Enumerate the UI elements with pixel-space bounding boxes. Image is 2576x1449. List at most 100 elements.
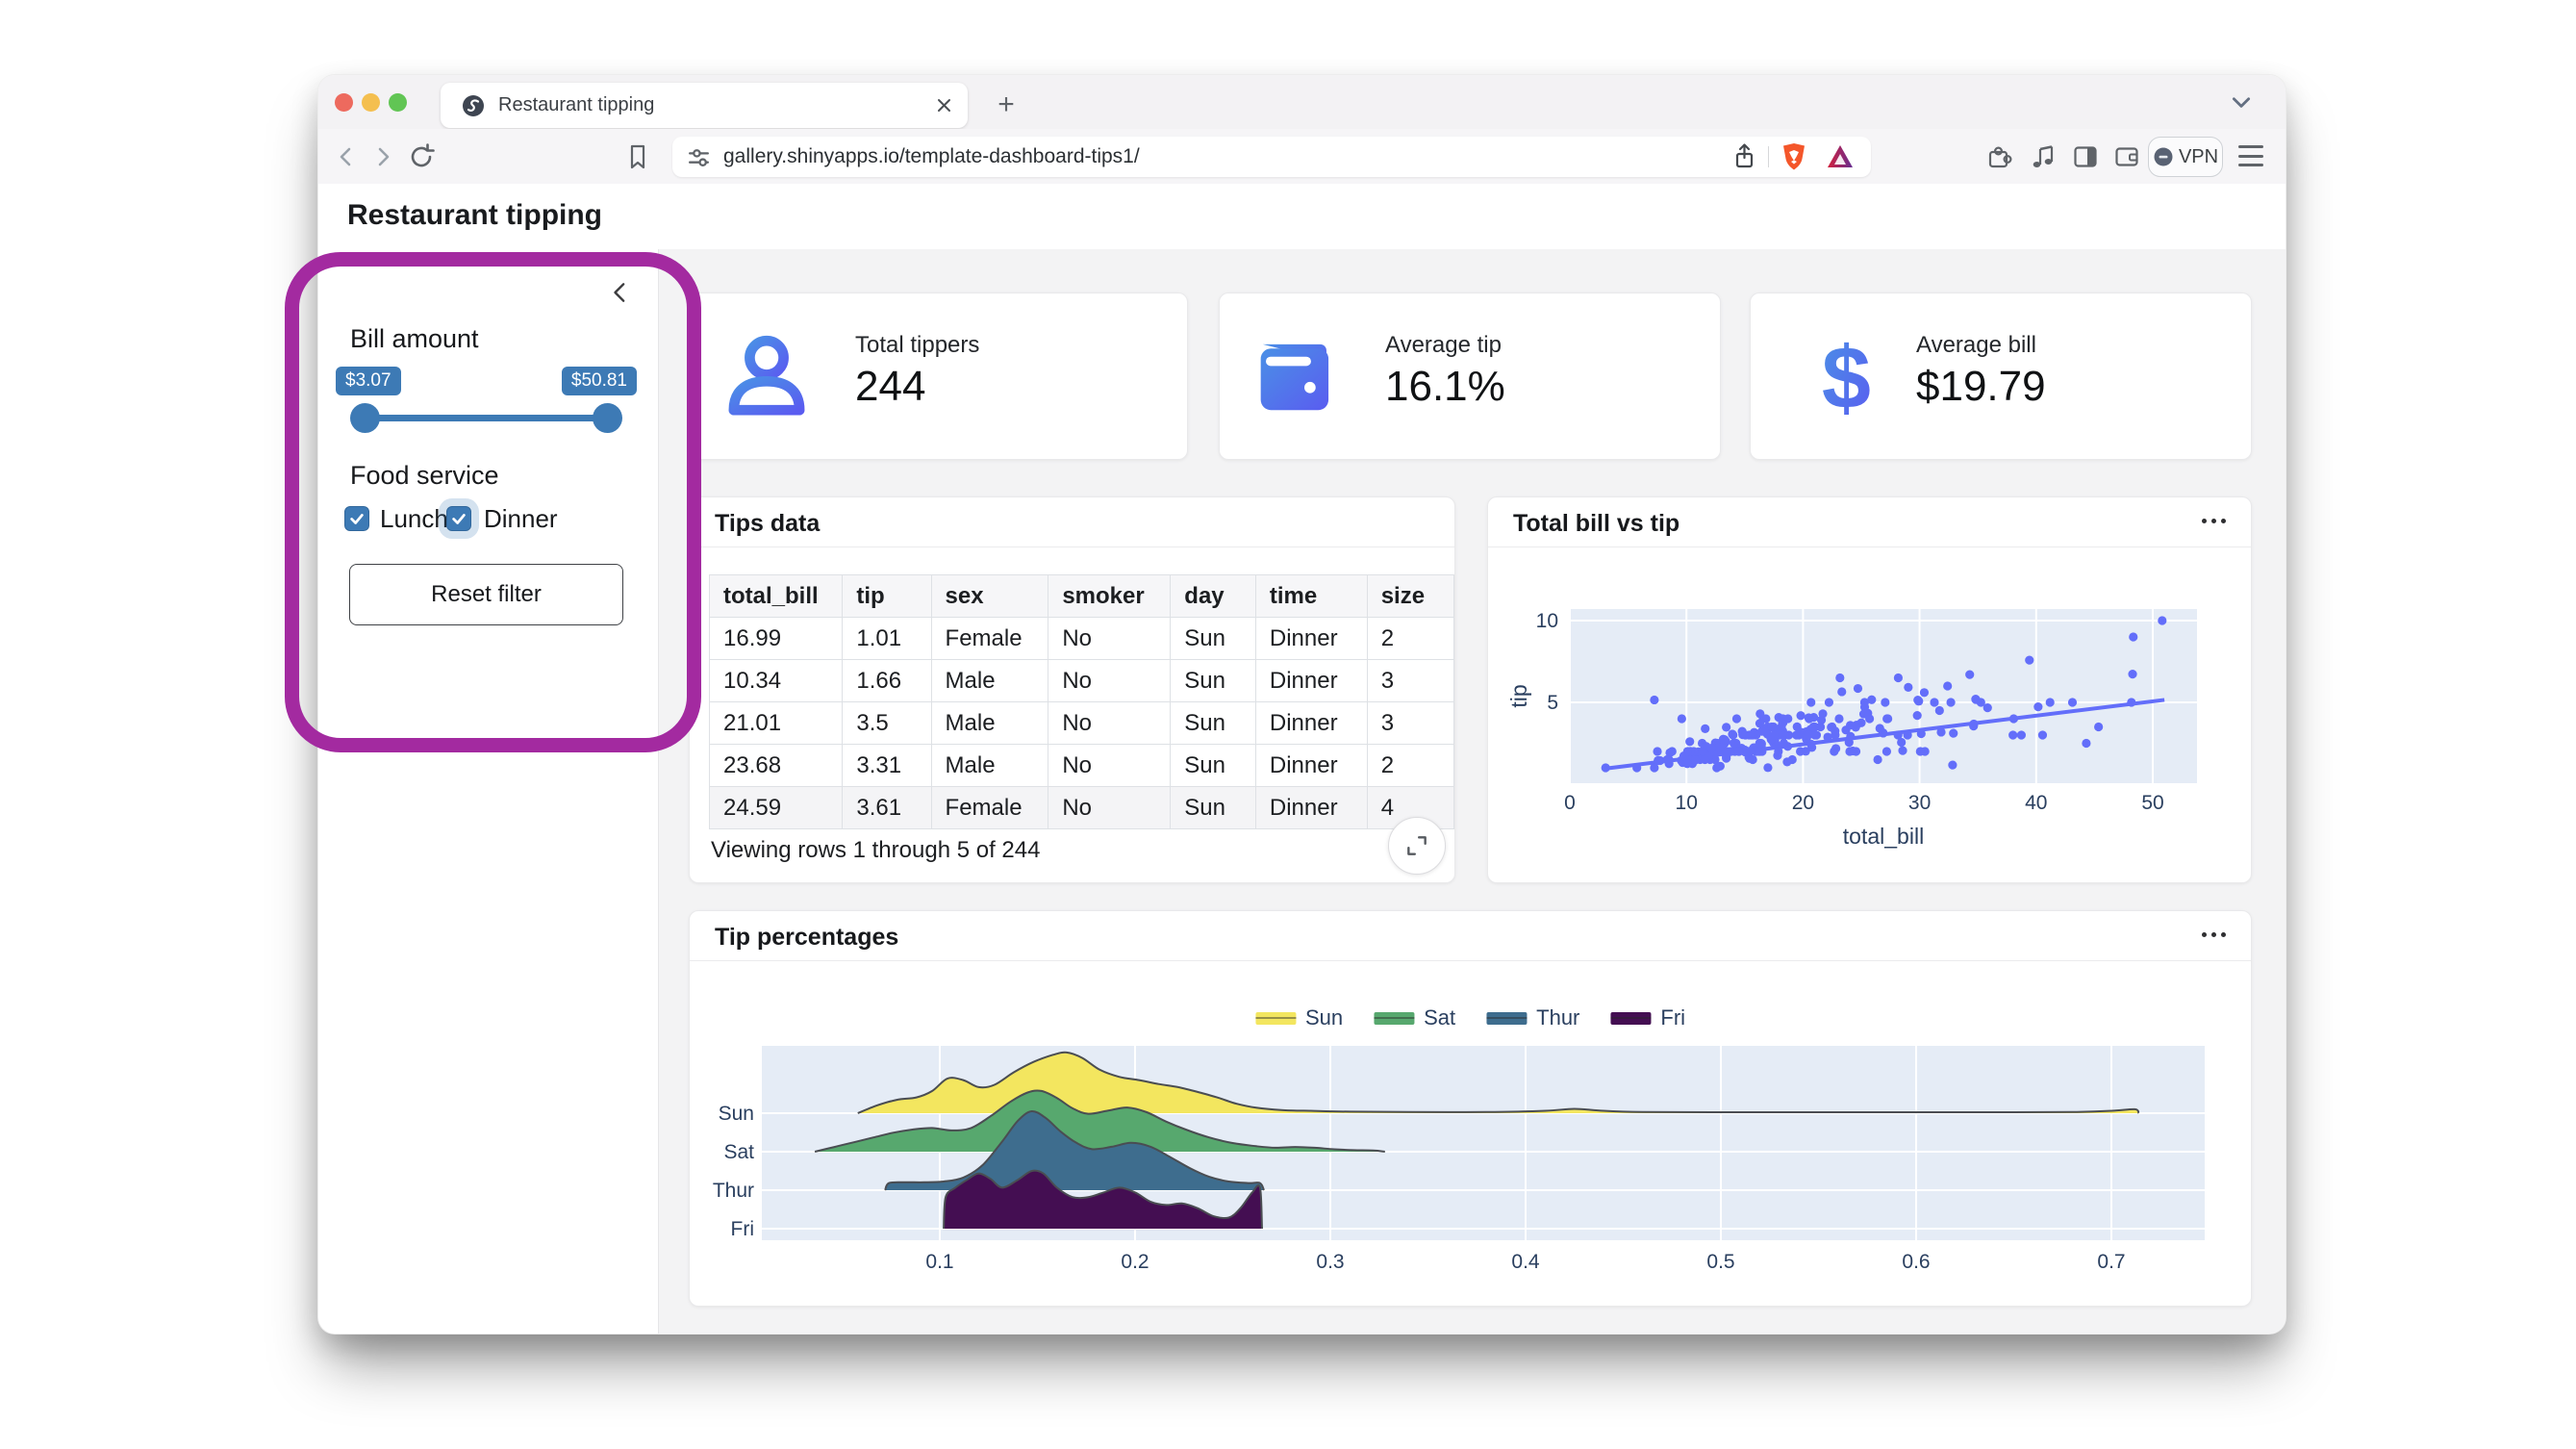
table-cell: No [1048, 617, 1172, 660]
value-box-average-tip: Average tip 16.1% [1219, 292, 1721, 460]
table-cell: Female [930, 786, 1049, 829]
value-box-value: $19.79 [1916, 363, 2046, 410]
sidebar-panel-icon[interactable] [2069, 140, 2102, 173]
svg-text:10: 10 [1536, 610, 1558, 632]
svg-text:$: $ [1822, 330, 1871, 422]
legend-label: Sat [1424, 1005, 1456, 1030]
back-button[interactable] [330, 140, 363, 173]
tab-close-icon[interactable] [929, 91, 958, 120]
chart-legend: Sun Sat Thur Fri [1254, 1005, 1685, 1030]
column-header[interactable]: total_bill [708, 574, 844, 618]
slider-handle-max[interactable] [593, 403, 622, 433]
browser-tab[interactable]: Restaurant tipping [441, 83, 968, 128]
forward-button[interactable] [366, 140, 399, 173]
expand-button[interactable] [1388, 817, 1446, 875]
legend-item[interactable]: Sat [1374, 1005, 1455, 1030]
close-window-button[interactable] [335, 93, 353, 112]
url-bar[interactable]: gallery.shinyapps.io/template-dashboard-… [672, 137, 1871, 177]
svg-text:0.3: 0.3 [1316, 1251, 1344, 1273]
table-cell: Male [930, 744, 1049, 787]
reload-button[interactable] [405, 140, 438, 173]
svg-text:0.7: 0.7 [2097, 1251, 2125, 1273]
wallet-panel-icon[interactable] [2110, 140, 2143, 173]
table-row[interactable]: 24.59 3.61 Female No Sun Dinner 4 [708, 786, 1455, 829]
value-box-value: 244 [855, 363, 926, 410]
value-box-title: Total tippers [855, 332, 980, 358]
table-cell: Dinner [1254, 786, 1368, 829]
dinner-checkbox[interactable] [446, 506, 471, 531]
extensions-puzzle-icon[interactable] [1983, 140, 2015, 173]
media-music-icon[interactable] [2026, 140, 2058, 173]
table-cell: No [1048, 786, 1172, 829]
vpn-status-icon [2154, 147, 2173, 166]
check-icon [452, 514, 466, 524]
wallet-icon [1260, 343, 1329, 411]
new-tab-button[interactable]: + [998, 89, 1015, 120]
legend-label: Thur [1536, 1005, 1580, 1030]
person-icon [728, 335, 805, 416]
menu-hamburger-icon[interactable] [2238, 145, 2263, 166]
bill-amount-slider[interactable] [350, 403, 622, 433]
legend-item[interactable]: Sun [1254, 1005, 1343, 1030]
table-row[interactable]: 16.99 1.01 Female No Sun Dinner 2 [708, 617, 1455, 660]
scatter-plot[interactable]: 0 10 20 30 40 50 5 10 total_bill tip [1488, 497, 2251, 882]
table-row[interactable]: 23.68 3.31 Male No Sun Dinner 2 [708, 744, 1455, 787]
column-header[interactable]: sex [930, 574, 1049, 618]
card-menu-dots-icon[interactable] [2202, 519, 2226, 523]
vpn-button[interactable]: VPN [2148, 137, 2223, 177]
legend-label: Fri [1660, 1005, 1686, 1030]
card-menu-dots-icon[interactable] [2202, 932, 2226, 937]
tab-title: Restaurant tipping [498, 94, 655, 115]
app-header: Restaurant tipping [318, 184, 2286, 250]
column-header[interactable]: smoker [1048, 574, 1172, 618]
brave-shield-icon[interactable] [1779, 140, 1809, 173]
app-content: Bill amount $3.07 $50.81 Food service Lu… [318, 249, 2286, 1334]
legend-item[interactable]: Thur [1486, 1005, 1579, 1030]
bookmark-icon[interactable] [621, 140, 654, 173]
svg-text:Fri: Fri [731, 1218, 755, 1240]
table-footer: Viewing rows 1 through 5 of 244 [711, 837, 1041, 863]
table-cell: 21.01 [708, 701, 844, 745]
dinner-checkbox-label[interactable]: Dinner [484, 504, 558, 533]
table-cell: 4 [1366, 786, 1455, 829]
tab-search-chevron-icon[interactable] [2230, 90, 2253, 114]
share-icon[interactable] [1730, 141, 1758, 172]
dollar-icon: $ [1822, 330, 1871, 422]
svg-text:tip: tip [1506, 684, 1531, 707]
column-header[interactable]: time [1254, 574, 1368, 618]
card-title: Tip percentages [715, 924, 899, 951]
divider [1768, 146, 1769, 167]
table-row[interactable]: 10.34 1.66 Male No Sun Dinner 3 [708, 659, 1455, 702]
table-cell: 3.5 [842, 701, 932, 745]
svg-text:0.4: 0.4 [1511, 1251, 1540, 1273]
column-header[interactable]: tip [842, 574, 932, 618]
slider-min-badge: $3.07 [336, 367, 401, 395]
svg-text:Sun: Sun [719, 1103, 754, 1125]
reset-filter-button[interactable]: Reset filter [349, 564, 623, 625]
svg-text:Sat: Sat [723, 1141, 754, 1163]
svg-text:0.2: 0.2 [1121, 1251, 1149, 1273]
svg-text:0.6: 0.6 [1902, 1251, 1930, 1273]
tips-table: total_bill tip sex smoker day time size 16.99 1… [708, 574, 1455, 829]
column-header[interactable]: size [1366, 574, 1455, 618]
table-row[interactable]: 21.01 3.5 Male No Sun Dinner 3 [708, 701, 1455, 745]
table-cell: 1.66 [842, 659, 932, 702]
minimize-window-button[interactable] [362, 93, 380, 112]
site-settings-icon[interactable] [686, 144, 712, 170]
tips-data-card: Tips data total_bill tip sex smoker day time s… [689, 496, 1455, 883]
column-header[interactable]: day [1170, 574, 1256, 618]
table-cell: Dinner [1254, 617, 1368, 660]
table-cell: Male [930, 659, 1049, 702]
svg-text:5: 5 [1547, 692, 1558, 714]
bat-rewards-icon[interactable] [1825, 142, 1856, 171]
zoom-window-button[interactable] [389, 93, 407, 112]
expand-icon [1407, 836, 1427, 855]
slider-handle-min[interactable] [350, 403, 380, 433]
lunch-checkbox[interactable] [344, 506, 369, 531]
lunch-checkbox-label[interactable]: Lunch [380, 504, 448, 533]
sidebar-collapse-icon[interactable] [607, 278, 636, 307]
ridgeline-plot[interactable]: 0.1 0.2 0.3 0.4 0.5 0.6 0.7 Sun Sat Thur Fri [690, 911, 2251, 1306]
svg-text:0.5: 0.5 [1706, 1251, 1734, 1273]
value-box-title: Average tip [1385, 332, 1502, 358]
legend-item[interactable]: Fri [1610, 1005, 1685, 1030]
